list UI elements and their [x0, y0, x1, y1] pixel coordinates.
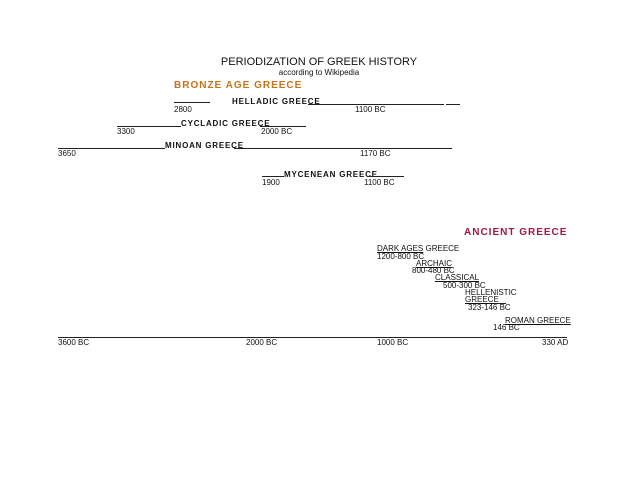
- hellenistic-label-line2: GREECE: [465, 295, 499, 304]
- classical-dates: 500-300 BC: [443, 281, 486, 290]
- axis-tick-3600bc: 3600 BC: [58, 338, 90, 347]
- bronze-age-heading: BRONZE AGE GREECE: [174, 80, 303, 91]
- page-subtitle: according to Wikipedia: [278, 68, 360, 77]
- mycenean-line-right: [368, 176, 404, 177]
- mycenean-end: 1100 BC: [364, 178, 395, 187]
- timeline-axis: [58, 337, 567, 338]
- mycenean-line-left: [262, 176, 284, 177]
- hellenistic-underline: [494, 303, 506, 304]
- roman-greece-label: ROMAN GREECE: [505, 316, 571, 325]
- hellenistic-label-line1: HELLENISTIC: [465, 288, 517, 297]
- minoan-end: 1170 BC: [360, 149, 391, 158]
- mycenean-start: 1900: [262, 178, 280, 187]
- archaic-label: ARCHAIC: [416, 259, 453, 268]
- helladic-end: 1100 BC: [355, 105, 386, 114]
- classical-label: CLASSICAL: [435, 273, 480, 282]
- dark-ages-label: DARK AGES GREECE: [377, 244, 459, 253]
- axis-tick-2000bc: 2000 BC: [246, 338, 278, 347]
- cycladic-start: 3300: [117, 127, 135, 136]
- helladic-line-tail: [446, 104, 460, 105]
- hellenistic-dates: 323-146 BC: [468, 303, 511, 312]
- dark-ages-dates: 1200-800 BC: [377, 252, 425, 261]
- minoan-start: 3650: [58, 149, 76, 158]
- helladic-label: HELLADIC GREECE: [232, 97, 321, 106]
- cycladic-end: 2000 BC: [261, 127, 293, 136]
- dark-ages-name-suffix: GREECE: [425, 244, 460, 253]
- cycladic-label: CYCLADIC GREECE: [181, 119, 271, 128]
- helladic-line-left: [174, 102, 210, 103]
- mycenean-label: MYCENEAN GREECE: [284, 170, 378, 179]
- page-title: PERIODIZATION OF GREEK HISTORY: [220, 56, 418, 68]
- roman-greece-dates: 146 BC: [493, 323, 520, 332]
- helladic-line-right: [308, 104, 444, 105]
- axis-tick-330ad: 330 AD: [542, 338, 569, 347]
- dark-ages-name: DARK AGES: [377, 244, 424, 253]
- archaic-dates: 800-480 BC: [412, 266, 455, 275]
- minoan-label: MINOAN GREECE: [165, 141, 244, 150]
- axis-tick-1000bc: 1000 BC: [377, 338, 409, 347]
- cycladic-line-right: [260, 126, 306, 127]
- minoan-line-right: [234, 148, 452, 149]
- helladic-start: 2800: [174, 105, 192, 114]
- minoan-line-left: [58, 148, 165, 149]
- ancient-greece-heading: ANCIENT GREECE: [464, 227, 568, 238]
- cycladic-line-left: [117, 126, 181, 127]
